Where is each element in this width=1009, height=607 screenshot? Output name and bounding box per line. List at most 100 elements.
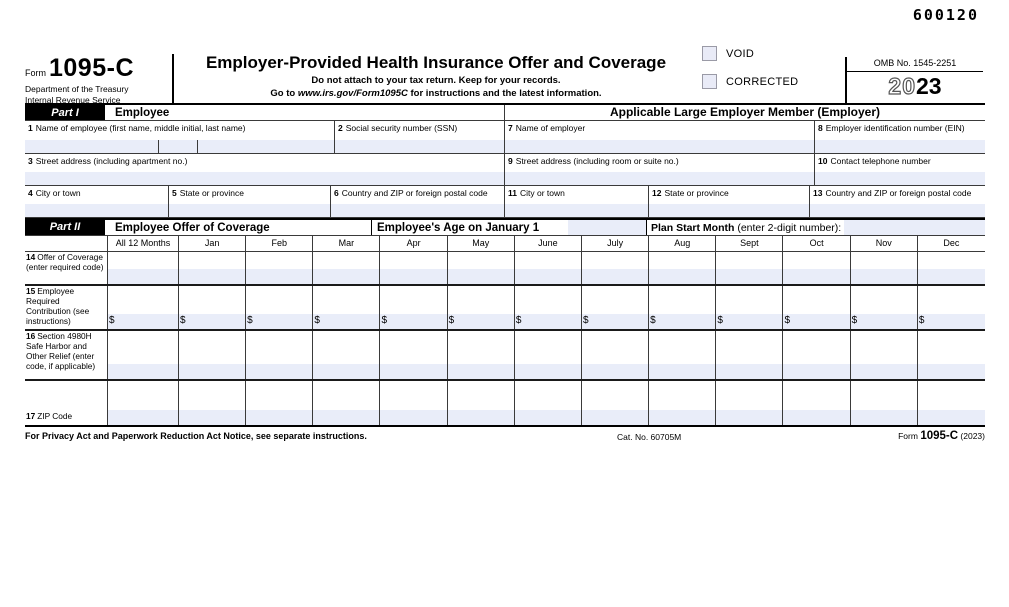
grid-cell[interactable] xyxy=(850,331,918,379)
grid-cell[interactable]: $ xyxy=(179,286,247,329)
grid-cell-input[interactable] xyxy=(108,364,178,379)
grid-cell[interactable] xyxy=(649,252,717,284)
grid-cell[interactable] xyxy=(716,252,784,284)
void-checkbox[interactable] xyxy=(702,46,717,61)
grid-cell[interactable] xyxy=(313,381,381,425)
field-5-input[interactable] xyxy=(169,204,330,217)
grid-cell[interactable] xyxy=(514,331,582,379)
grid-cell[interactable]: $ xyxy=(514,286,582,329)
grid-cell-input[interactable]: $ xyxy=(649,314,716,329)
field-6-input[interactable] xyxy=(331,204,504,217)
grid-cell-input[interactable] xyxy=(179,410,246,425)
grid-cell[interactable] xyxy=(716,381,784,425)
grid-cell[interactable] xyxy=(581,252,650,284)
grid-cell[interactable] xyxy=(380,252,448,284)
grid-cell-input[interactable] xyxy=(380,410,447,425)
grid-cell-input[interactable]: $ xyxy=(246,314,313,329)
grid-cell[interactable] xyxy=(850,381,918,425)
grid-cell[interactable]: $ xyxy=(850,286,918,329)
grid-cell-input[interactable] xyxy=(783,410,850,425)
grid-cell-input[interactable] xyxy=(380,269,447,284)
grid-cell[interactable] xyxy=(108,252,179,284)
grid-cell-input[interactable] xyxy=(246,410,313,425)
grid-cell[interactable] xyxy=(179,381,247,425)
grid-cell-input[interactable] xyxy=(514,364,581,379)
grid-cell-input[interactable] xyxy=(850,364,917,379)
grid-cell[interactable] xyxy=(246,381,314,425)
grid-cell-input[interactable] xyxy=(313,364,380,379)
grid-cell-input[interactable] xyxy=(917,410,985,425)
grid-cell[interactable] xyxy=(716,331,784,379)
field-7-input[interactable] xyxy=(505,140,814,153)
grid-cell[interactable]: $ xyxy=(108,286,179,329)
grid-cell-input[interactable] xyxy=(850,269,917,284)
grid-cell[interactable] xyxy=(313,331,381,379)
grid-cell-input[interactable] xyxy=(179,269,246,284)
grid-cell[interactable] xyxy=(649,381,717,425)
field-9-input[interactable] xyxy=(505,172,814,185)
grid-cell[interactable]: $ xyxy=(313,286,381,329)
grid-cell-input[interactable] xyxy=(783,269,850,284)
grid-cell-input[interactable] xyxy=(917,269,985,284)
grid-cell-input[interactable]: $ xyxy=(917,314,985,329)
grid-cell-input[interactable] xyxy=(917,364,985,379)
grid-cell[interactable] xyxy=(313,252,381,284)
grid-cell-input[interactable] xyxy=(514,269,581,284)
grid-cell-input[interactable] xyxy=(850,410,917,425)
grid-cell-input[interactable] xyxy=(313,269,380,284)
grid-cell-input[interactable]: $ xyxy=(514,314,581,329)
grid-cell-input[interactable] xyxy=(581,410,649,425)
field-3-input[interactable] xyxy=(25,172,504,185)
grid-cell[interactable] xyxy=(246,331,314,379)
grid-cell[interactable]: $ xyxy=(447,286,515,329)
grid-cell-input[interactable] xyxy=(108,269,178,284)
grid-cell[interactable] xyxy=(581,331,650,379)
grid-cell-input[interactable]: $ xyxy=(850,314,917,329)
grid-cell[interactable] xyxy=(447,381,515,425)
grid-cell-input[interactable] xyxy=(649,269,716,284)
field-2-input[interactable] xyxy=(335,140,504,153)
grid-cell[interactable] xyxy=(850,252,918,284)
grid-cell[interactable] xyxy=(179,331,247,379)
grid-cell-input[interactable] xyxy=(716,269,783,284)
grid-cell[interactable] xyxy=(783,252,851,284)
grid-cell[interactable] xyxy=(108,381,179,425)
grid-cell-input[interactable]: $ xyxy=(783,314,850,329)
grid-cell-input[interactable] xyxy=(581,269,649,284)
grid-cell-input[interactable] xyxy=(447,269,514,284)
grid-cell-input[interactable] xyxy=(716,410,783,425)
field-4-input[interactable] xyxy=(25,204,168,217)
grid-cell[interactable]: $ xyxy=(581,286,650,329)
grid-cell[interactable] xyxy=(447,252,515,284)
field-1-input[interactable] xyxy=(25,140,334,153)
age-input[interactable] xyxy=(568,220,646,235)
grid-cell-input[interactable]: $ xyxy=(581,314,649,329)
grid-cell-input[interactable]: $ xyxy=(179,314,246,329)
grid-cell-input[interactable] xyxy=(783,364,850,379)
grid-cell-input[interactable]: $ xyxy=(716,314,783,329)
field-13-input[interactable] xyxy=(810,204,985,217)
grid-cell[interactable] xyxy=(514,252,582,284)
grid-cell-input[interactable] xyxy=(246,269,313,284)
grid-cell[interactable]: $ xyxy=(783,286,851,329)
grid-cell-input[interactable] xyxy=(447,364,514,379)
grid-cell[interactable] xyxy=(380,381,448,425)
grid-cell-input[interactable] xyxy=(108,410,178,425)
grid-cell-input[interactable] xyxy=(581,364,649,379)
grid-cell[interactable] xyxy=(380,331,448,379)
grid-cell-input[interactable] xyxy=(514,410,581,425)
field-12-input[interactable] xyxy=(649,204,809,217)
grid-cell[interactable] xyxy=(783,381,851,425)
grid-cell[interactable] xyxy=(581,381,650,425)
grid-cell[interactable] xyxy=(783,331,851,379)
grid-cell-input[interactable]: $ xyxy=(380,314,447,329)
grid-cell[interactable]: $ xyxy=(716,286,784,329)
grid-cell-input[interactable] xyxy=(649,364,716,379)
field-8-input[interactable] xyxy=(815,140,985,153)
grid-cell[interactable] xyxy=(649,331,717,379)
grid-cell[interactable] xyxy=(447,331,515,379)
grid-cell-input[interactable] xyxy=(649,410,716,425)
field-11-input[interactable] xyxy=(505,204,648,217)
corrected-checkbox[interactable] xyxy=(702,74,717,89)
grid-cell-input[interactable] xyxy=(380,364,447,379)
